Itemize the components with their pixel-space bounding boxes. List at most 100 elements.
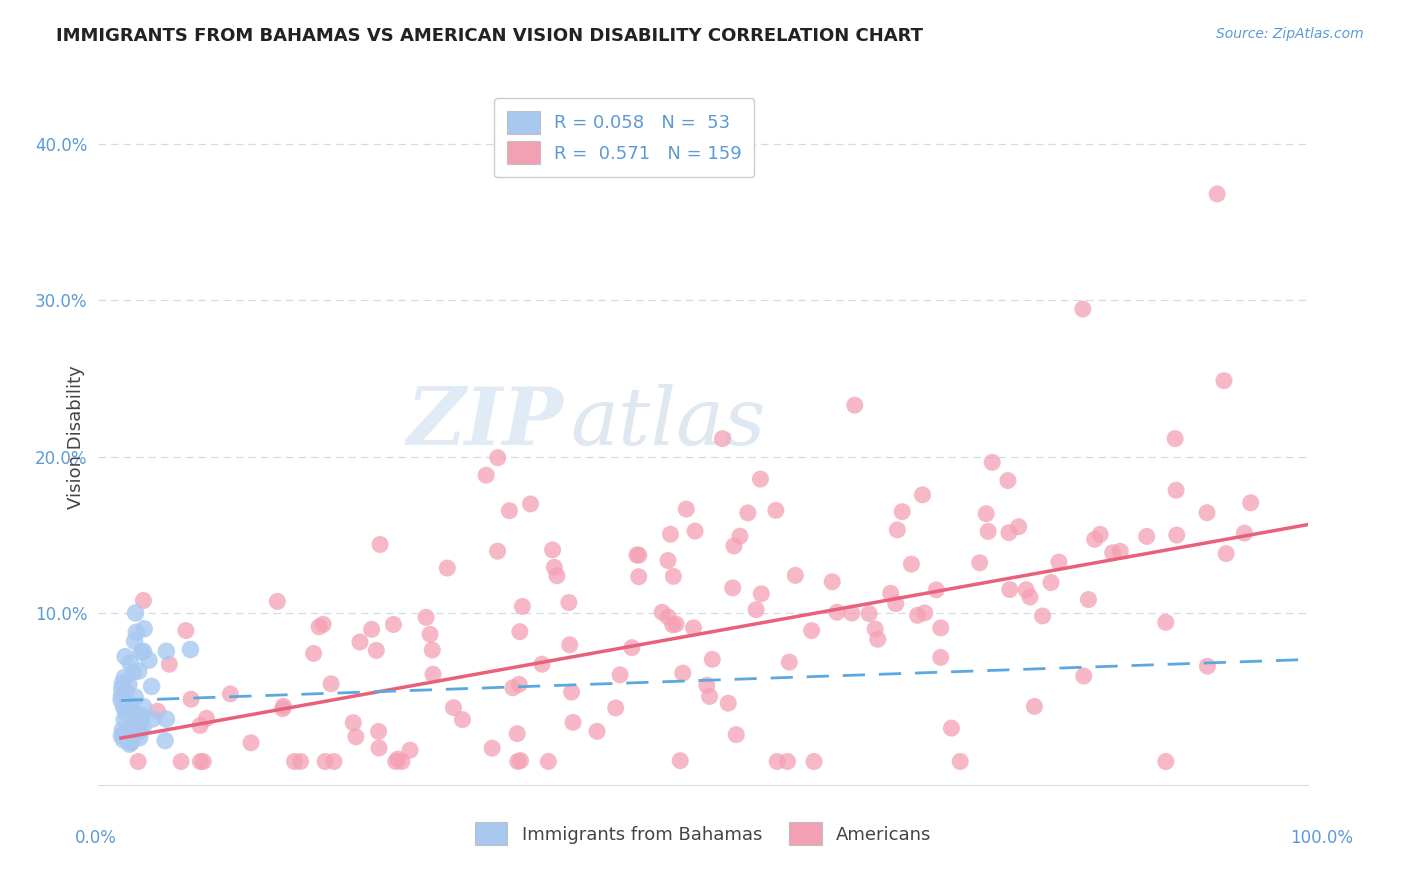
Point — [803, 755, 825, 769]
Point — [1154, 615, 1177, 630]
Point — [627, 548, 650, 562]
Point — [1031, 609, 1053, 624]
Point — [125, 625, 148, 640]
Point — [124, 606, 146, 620]
Point — [651, 605, 673, 619]
Point — [620, 640, 643, 655]
Point — [863, 622, 886, 636]
Point — [717, 696, 740, 710]
Point — [486, 544, 509, 558]
Point — [541, 542, 564, 557]
Point — [122, 665, 145, 679]
Point — [142, 712, 165, 726]
Point — [725, 728, 748, 742]
Point — [586, 724, 609, 739]
Point — [127, 722, 149, 736]
Point — [118, 729, 141, 743]
Point — [138, 653, 160, 667]
Point — [672, 666, 695, 681]
Point — [1164, 483, 1187, 498]
Point — [785, 568, 807, 582]
Point — [509, 754, 531, 768]
Point — [1015, 582, 1038, 597]
Point — [157, 657, 180, 672]
Text: ZIP: ZIP — [408, 384, 564, 462]
Point — [415, 610, 437, 624]
Point — [486, 450, 509, 465]
Point — [626, 548, 648, 562]
Point — [941, 721, 963, 735]
Point — [312, 617, 335, 632]
Point — [420, 643, 443, 657]
Point — [132, 593, 155, 607]
Point — [737, 506, 759, 520]
Point — [360, 623, 382, 637]
Point — [111, 676, 134, 690]
Point — [498, 504, 520, 518]
Point — [481, 741, 503, 756]
Point — [1233, 526, 1256, 541]
Text: 100.0%: 100.0% — [1291, 829, 1353, 847]
Point — [562, 715, 585, 730]
Point — [669, 754, 692, 768]
Point — [1166, 528, 1188, 542]
Point — [124, 706, 146, 720]
Point — [558, 595, 581, 609]
Point — [436, 561, 458, 575]
Point — [627, 570, 650, 584]
Point — [925, 582, 948, 597]
Point — [120, 722, 142, 736]
Point — [128, 664, 150, 678]
Point — [1101, 546, 1123, 560]
Point — [344, 730, 367, 744]
Point — [891, 505, 914, 519]
Point — [120, 656, 142, 670]
Point — [1077, 592, 1099, 607]
Point — [537, 755, 560, 769]
Point — [120, 735, 142, 749]
Point — [111, 681, 134, 696]
Point — [508, 677, 530, 691]
Point — [110, 729, 132, 743]
Point — [1008, 520, 1031, 534]
Point — [131, 709, 153, 723]
Point — [131, 645, 153, 659]
Point — [112, 700, 135, 714]
Point — [112, 732, 135, 747]
Point — [841, 606, 863, 620]
Point — [132, 721, 155, 735]
Point — [1136, 529, 1159, 543]
Point — [657, 553, 679, 567]
Point — [115, 728, 138, 742]
Point — [699, 690, 721, 704]
Point — [308, 620, 330, 634]
Point — [127, 725, 149, 739]
Point — [1040, 575, 1063, 590]
Point — [1213, 374, 1236, 388]
Point — [128, 712, 150, 726]
Point — [1164, 432, 1187, 446]
Point — [129, 710, 152, 724]
Text: 0.0%: 0.0% — [75, 829, 117, 847]
Point — [749, 587, 772, 601]
Point — [443, 700, 465, 714]
Point — [969, 556, 991, 570]
Point — [1197, 659, 1219, 673]
Legend: Immigrants from Bahamas, Americans: Immigrants from Bahamas, Americans — [467, 814, 939, 853]
Point — [766, 755, 789, 769]
Point — [118, 677, 141, 691]
Point — [561, 685, 583, 699]
Point — [1047, 555, 1070, 569]
Point — [342, 715, 364, 730]
Point — [112, 713, 135, 727]
Point — [240, 736, 263, 750]
Point — [711, 432, 734, 446]
Point — [118, 737, 141, 751]
Point — [723, 539, 745, 553]
Point — [422, 667, 444, 681]
Point — [531, 657, 554, 672]
Point — [134, 622, 156, 636]
Point — [391, 755, 413, 769]
Point — [512, 599, 534, 614]
Point — [155, 712, 177, 726]
